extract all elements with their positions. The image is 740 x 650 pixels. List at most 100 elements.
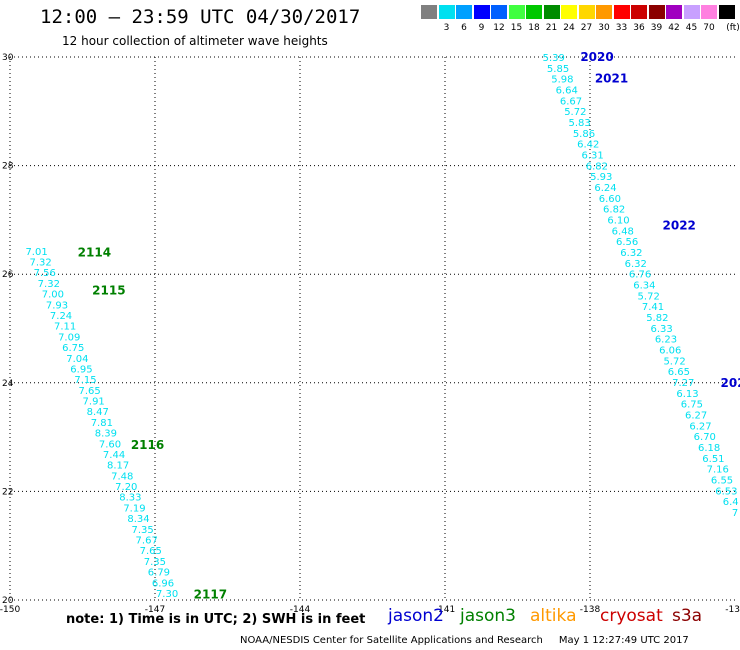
swh-data-point: 6.95: [70, 364, 92, 375]
swh-data-point: 6.48: [612, 226, 634, 237]
legend-swatch: [456, 5, 472, 19]
swh-data-point: 7.04: [66, 354, 88, 365]
pass-time-label: 2117: [194, 588, 227, 602]
swh-data-point: 6.70: [694, 432, 716, 443]
swh-data-point: 6.76: [629, 270, 651, 281]
swh-data-point: 5.39: [543, 53, 565, 64]
y-tick-label: 22: [2, 487, 13, 497]
swh-data-point: 6.64: [556, 86, 578, 97]
swh-data-point: 6.24: [594, 183, 616, 194]
swh-data-point: 6.27: [685, 411, 707, 422]
swh-data-point: 7.16: [707, 465, 729, 476]
legend-swatch: [578, 5, 595, 19]
legend-label: 36: [633, 23, 645, 33]
swh-data-point: 7.65: [140, 546, 162, 557]
legend-label: 45: [685, 23, 698, 33]
legend-swatch: [491, 5, 507, 19]
swh-data-point: 7.11: [54, 322, 76, 333]
swh-data-point: 5.72: [638, 291, 660, 302]
y-tick-label: 30: [2, 53, 14, 63]
x-tick-label: -150: [0, 605, 20, 615]
y-tick-label: 20: [2, 596, 14, 606]
swh-data-point: 7.20: [115, 482, 137, 493]
swh-data-point: 6.75: [62, 343, 84, 354]
legend-swatch: [473, 5, 490, 19]
mission-s3a: s3a: [672, 606, 703, 626]
x-tick-label: -138: [580, 605, 601, 615]
pass-time-label: 2020: [580, 50, 613, 64]
swh-data-point: 6.96: [152, 578, 174, 589]
pass-time-label: 2116: [131, 438, 164, 452]
swh-data-point: 6.13: [676, 389, 698, 400]
footer-note: note: 1) Time is in UTC; 2) SWH is in fe…: [66, 612, 366, 627]
swh-data-point: 6.56: [616, 237, 638, 248]
swh-data-point: 6.79: [148, 568, 170, 579]
swh-data-point: 6.51: [702, 454, 724, 465]
swh-data-point: 6.67: [560, 96, 582, 107]
swh-data-point: 6.82: [586, 161, 608, 172]
mission-jason3: jason3: [460, 606, 516, 626]
swh-data-point: 8.39: [95, 429, 117, 440]
legend-swatch: [701, 5, 717, 19]
legend-swatch: [438, 5, 455, 19]
swh-data-point: 6.82: [603, 205, 625, 216]
swh-data-point: 6.55: [711, 476, 733, 487]
swh-data-point: 7.48: [111, 471, 133, 482]
legend-label: 6: [461, 23, 467, 33]
pass-time-label: 2114: [78, 245, 111, 259]
legend-label: 33: [615, 23, 628, 33]
swh-data-point: 6.10: [607, 216, 629, 227]
swh-data-point: 7.09: [58, 332, 80, 343]
page-title: 12:00 — 23:59 UTC 04/30/2017: [40, 6, 361, 28]
swh-data-point: 6.42: [577, 140, 599, 151]
swh-data-point: 7.60: [99, 439, 121, 450]
swh-data-point: 7.24: [50, 311, 72, 322]
y-tick-label: 28: [2, 162, 14, 172]
pass-time-label: 202: [721, 376, 740, 390]
swh-data-point: 8.17: [107, 461, 129, 472]
legend-unit: (ft): [726, 23, 740, 33]
swh-data-point: 6.33: [651, 324, 673, 335]
legend-swatch: [508, 5, 525, 19]
swh-data-point: 5.86: [573, 129, 595, 140]
x-tick-label: -147: [145, 605, 165, 615]
swh-data-point: 8.34: [127, 514, 149, 525]
swh-data-point: 7.93: [46, 300, 68, 311]
swh-data-point: 5.85: [547, 64, 569, 75]
legend-label: 27: [580, 23, 593, 33]
footer-credit: NOAA/NESDIS Center for Satellite Applica…: [240, 635, 689, 646]
swh-data-point: 7.01: [25, 247, 47, 258]
legend-label: 21: [545, 23, 558, 33]
legend-swatch: [526, 5, 542, 19]
page-subtitle: 12 hour collection of altimeter wave hei…: [62, 34, 328, 48]
legend-swatch: [561, 5, 577, 19]
swh-data-point: 6.65: [668, 367, 690, 378]
swh-data-point: 7.44: [103, 450, 125, 461]
legend-swatch: [718, 5, 735, 19]
credit-text: NOAA/NESDIS Center for Satellite Applica…: [240, 635, 543, 646]
mission-cryosat: cryosat: [600, 606, 663, 626]
swh-data-point: 5.98: [551, 75, 573, 86]
swh-data-point: 8.33: [119, 493, 141, 504]
legend-label: 42: [668, 23, 680, 33]
pass-time-label: 2021: [595, 72, 628, 86]
swh-data-point: 7.41: [642, 302, 664, 313]
swh-data-point: 7.30: [156, 589, 178, 600]
swh-data-point: 6.23: [655, 335, 677, 346]
swh-data-point: 7.65: [78, 386, 100, 397]
swh-data-point: 7.35: [144, 557, 166, 568]
legend-label: 15: [510, 23, 523, 33]
legend-swatch: [631, 5, 647, 19]
legend-swatch: [613, 5, 630, 19]
swh-data-point: 7.27: [672, 378, 694, 389]
legend-swatch: [543, 5, 560, 19]
swh-data-point: 5.93: [590, 172, 612, 183]
legend-label: 24: [563, 23, 575, 33]
legend-label: 39: [650, 23, 663, 33]
swh-data-point: 6.18: [698, 443, 720, 454]
y-tick-label: 26: [2, 270, 14, 280]
legend-swatch: [666, 5, 682, 19]
x-tick-label: -13: [725, 605, 740, 615]
legend-label: 12: [493, 23, 505, 33]
